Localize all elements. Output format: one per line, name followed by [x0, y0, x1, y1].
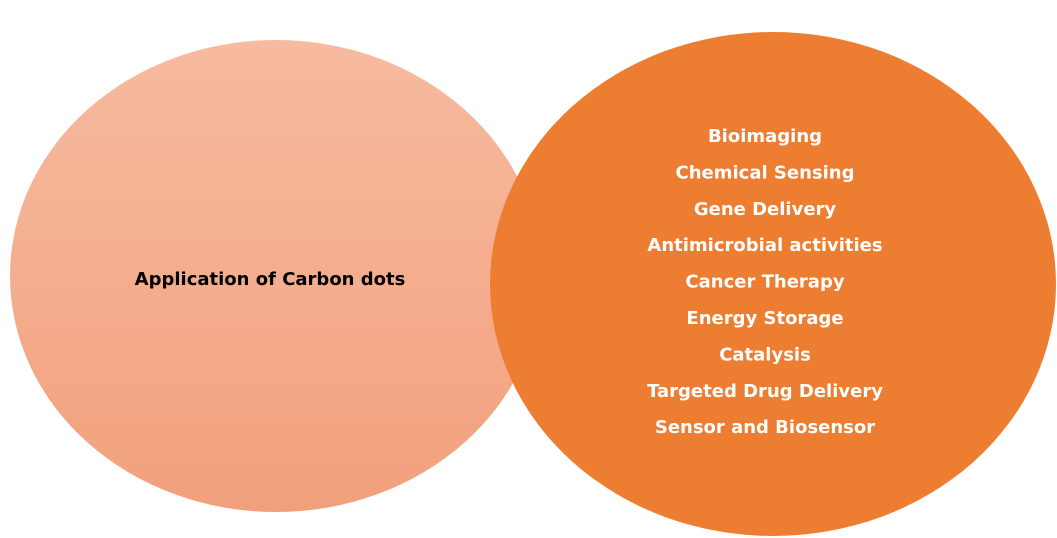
application-item: Targeted Drug Delivery — [647, 381, 883, 402]
application-item: Energy Storage — [686, 308, 843, 329]
left-circle — [10, 40, 542, 512]
application-item: Sensor and Biosensor — [655, 417, 875, 438]
left-label: Application of Carbon dots — [135, 269, 406, 290]
application-item: Bioimaging — [708, 126, 822, 147]
application-item: Cancer Therapy — [685, 272, 844, 293]
application-item: Antimicrobial activities — [647, 235, 882, 256]
application-item: Catalysis — [719, 344, 811, 365]
application-item: Gene Delivery — [694, 199, 837, 220]
right-circle — [490, 32, 1056, 536]
application-item: Chemical Sensing — [676, 162, 855, 183]
item-list: Bioimaging Chemical Sensing Gene Delivery A… — [647, 126, 883, 438]
